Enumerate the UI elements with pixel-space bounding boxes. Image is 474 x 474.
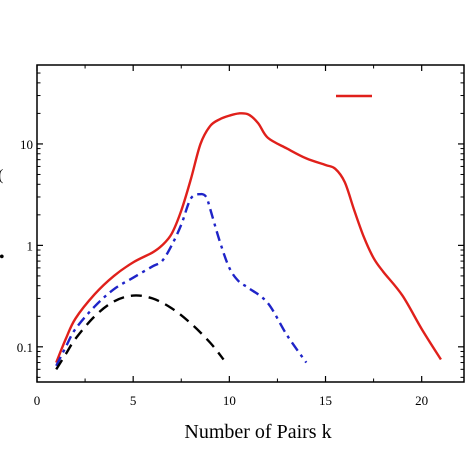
tick-labels: 0 5 10 15 20 0.1 1 10 [17, 137, 428, 408]
x-tick-label: 0 [34, 393, 41, 408]
y-axis-label-fragment-lower: • [0, 249, 5, 266]
y-axis-label-fragment-upper: ( [0, 167, 3, 184]
y-tick-label: 0.1 [17, 340, 33, 355]
series-lines [55, 112, 442, 370]
tick-marks [36, 65, 464, 382]
y-tick-label: 1 [27, 238, 34, 253]
x-tick-label: 5 [130, 393, 137, 408]
series-line-3 [55, 294, 225, 370]
x-tick-label: 10 [223, 393, 236, 408]
x-axis-title: Number of Pairs k [184, 421, 331, 443]
y-tick-label: 10 [20, 137, 33, 152]
series-line-2 [55, 192, 308, 367]
x-tick-label: 15 [319, 393, 332, 408]
plot-frame [36, 64, 465, 383]
series-line-1 [55, 112, 442, 363]
x-tick-label: 20 [415, 393, 428, 408]
